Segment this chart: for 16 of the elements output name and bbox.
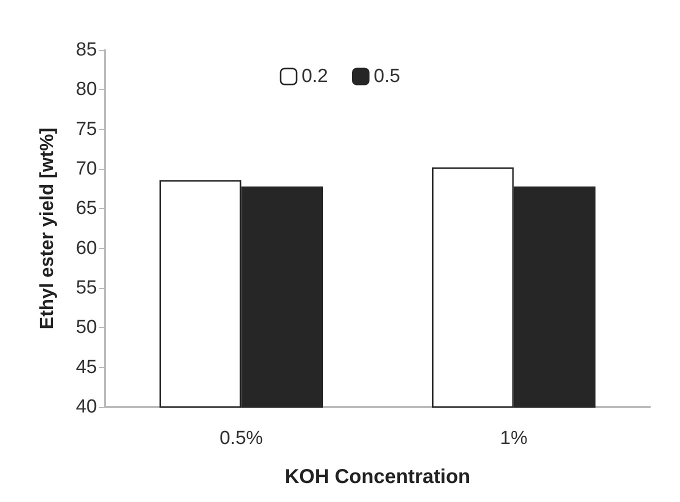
y-tick-label: 65 [76,198,97,220]
legend-label: 0.2 [302,66,328,87]
y-tick-label: 55 [76,278,97,298]
y-tick-label: 75 [76,118,97,140]
y-tick-label: 80 [76,79,97,100]
y-tick-label: 40 [76,396,97,418]
y-tick-label: 70 [76,158,97,180]
x-tick-label: 0.5% [220,428,264,449]
x-tick-label: 1% [500,428,528,449]
y-tick-label: 50 [76,317,97,338]
y-tick-label: 85 [76,40,97,60]
y-tick-label: 45 [76,356,97,378]
x-axis-title: KOH Concentration [284,466,470,488]
y-tick-label: 60 [76,238,97,259]
legend-label: 0.5 [374,66,400,87]
y-axis-title: Ethyl ester yield [wt%] [37,128,58,330]
